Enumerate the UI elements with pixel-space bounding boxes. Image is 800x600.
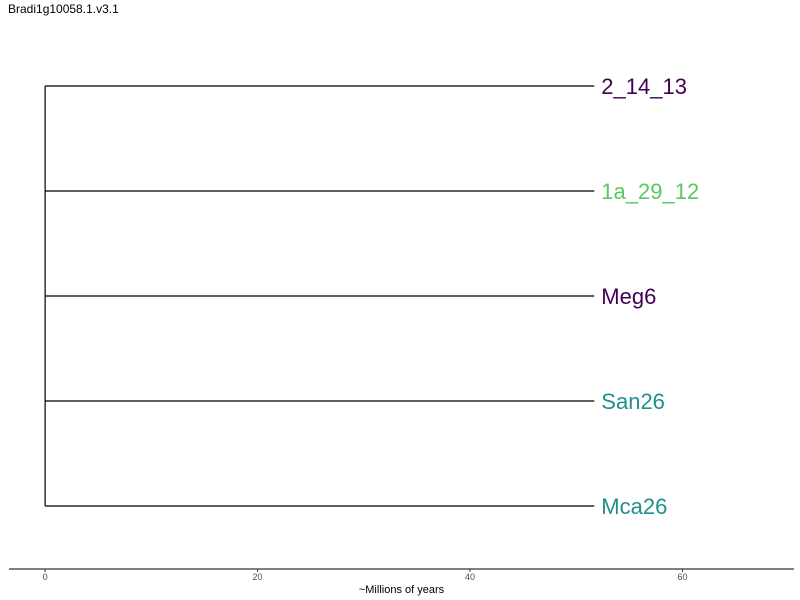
- tip-label: Meg6: [601, 284, 656, 309]
- x-axis-title: ~Millions of years: [359, 584, 445, 596]
- page-title: Bradi1g10058.1.v3.1: [8, 2, 119, 16]
- tip-label: 1a_29_12: [601, 179, 699, 204]
- tip-label: 2_14_13: [601, 74, 687, 99]
- tip-label: Mca26: [601, 494, 667, 519]
- x-tick-label: 60: [677, 572, 687, 582]
- x-tick-label: 40: [465, 572, 475, 582]
- x-tick-label: 0: [43, 572, 48, 582]
- tip-label: San26: [601, 389, 665, 414]
- x-tick-label: 20: [253, 572, 263, 582]
